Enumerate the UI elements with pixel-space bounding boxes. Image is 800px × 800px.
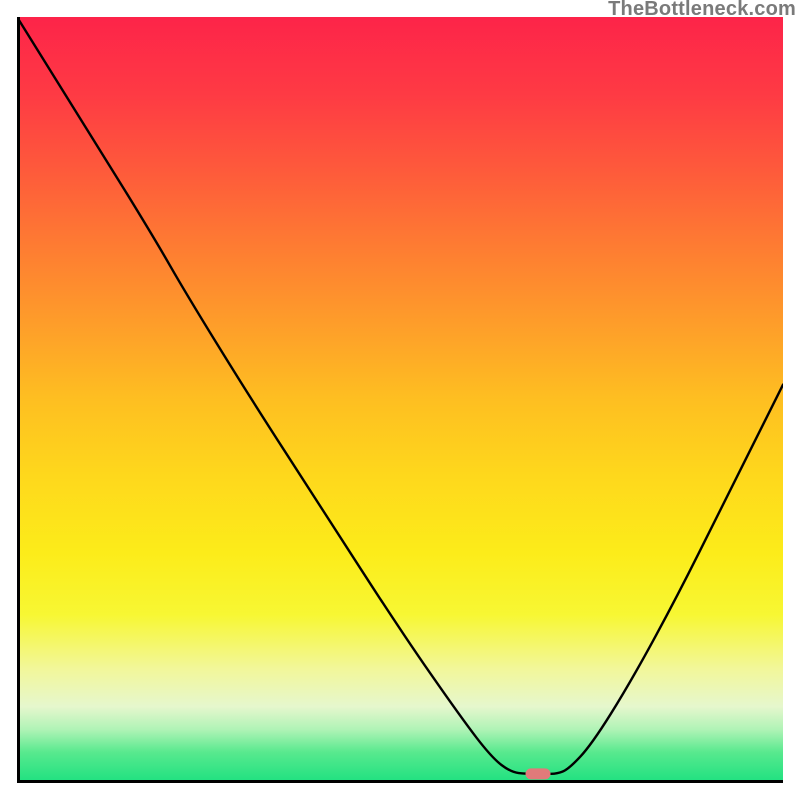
bottleneck-curve: [17, 17, 783, 774]
watermark-text: TheBottleneck.com: [608, 0, 796, 21]
curve-layer: [17, 17, 783, 783]
plot-area: [17, 17, 783, 783]
chart-frame: TheBottleneck.com: [0, 0, 800, 800]
sweet-spot-marker: [525, 768, 550, 779]
